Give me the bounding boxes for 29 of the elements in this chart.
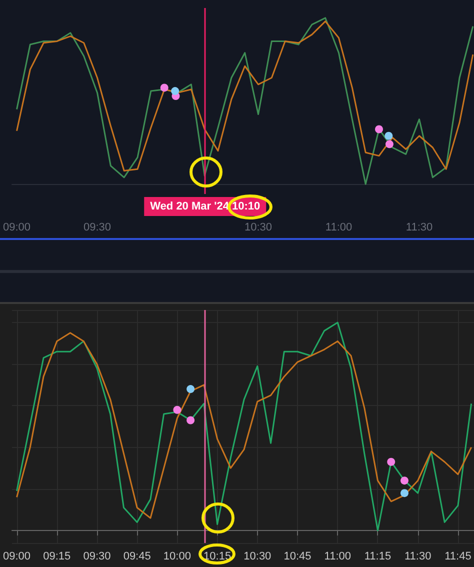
x-tick-label: 09:45 <box>123 550 151 562</box>
x-tick-label: 11:30 <box>404 550 432 562</box>
point <box>171 87 180 96</box>
point <box>186 416 195 424</box>
x-tick-label: 10:30 <box>244 550 272 562</box>
x-tick-label: 10:30 <box>244 222 272 234</box>
x-tick-label: 09:00 <box>3 550 31 562</box>
x-tick-label: 10:45 <box>284 550 312 562</box>
x-tick-label: 09:30 <box>83 550 111 562</box>
point <box>400 476 408 485</box>
point <box>400 489 408 498</box>
point <box>375 125 384 134</box>
x-tick-label: 11:00 <box>324 550 351 562</box>
x-tick-label: 09:30 <box>83 222 112 234</box>
x-tick-label: 11:30 <box>406 222 433 234</box>
point <box>173 406 182 414</box>
point <box>160 84 168 92</box>
point <box>387 458 396 466</box>
ref-line-label: Wed 20 Mar '24 10:10 <box>150 200 260 212</box>
point <box>385 140 394 148</box>
point <box>384 132 393 140</box>
x-tick-label: 10:15 <box>204 550 232 562</box>
point <box>186 385 195 394</box>
x-tick-label: 11:45 <box>444 550 472 562</box>
x-tick-label: 11:15 <box>364 550 392 562</box>
x-tick-label: 09:15 <box>43 550 71 562</box>
x-tick-label: 10:00 <box>163 550 191 562</box>
x-tick-label: 11:00 <box>325 222 352 234</box>
x-tick-label: 09:00 <box>3 222 31 234</box>
